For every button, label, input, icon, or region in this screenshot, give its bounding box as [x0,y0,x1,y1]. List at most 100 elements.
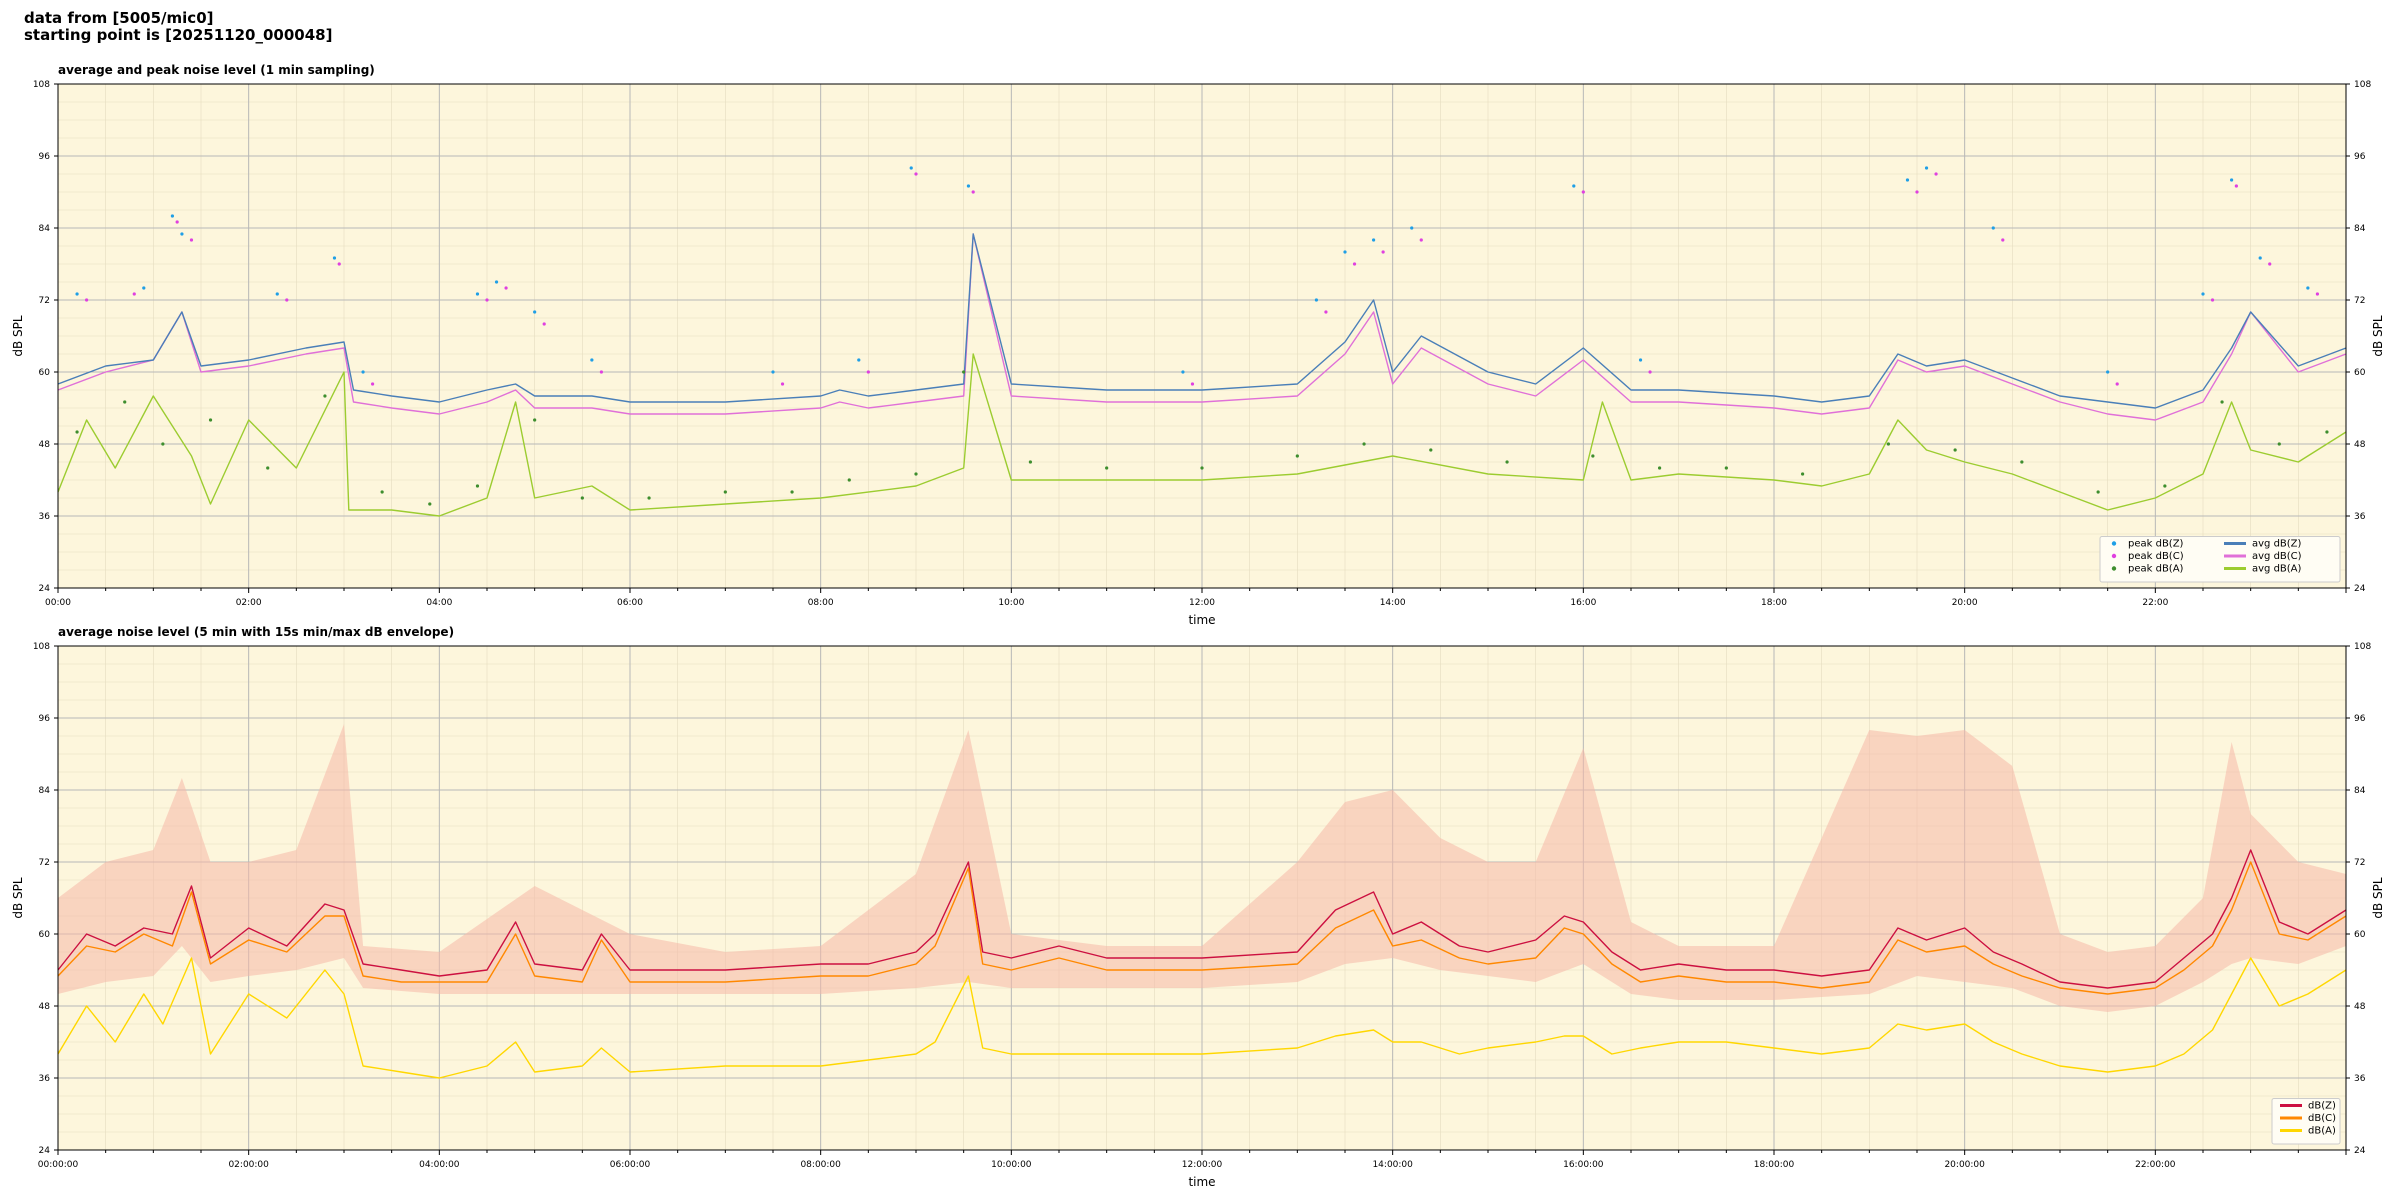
y-tick-label-right: 108 [2354,642,2371,652]
data-point [1924,166,1929,170]
y-tick-label-right: 72 [2354,296,2365,306]
x-tick-label: 18:00 [1761,598,1787,608]
data-point [542,322,546,326]
x-tick-label: 18:00:00 [1754,1160,1795,1170]
legend-label-avg-db-a: avg dB(A) [2252,564,2302,575]
data-point [1314,298,1318,302]
y-tick-label: 36 [39,1074,51,1084]
data-point [2234,184,2238,188]
data-point [780,382,785,386]
legend-marker-peak-db-a [2111,566,2117,571]
data-point [2210,298,2215,302]
x-tick-label: 04:00:00 [419,1160,460,1170]
data-point [1410,226,1414,230]
data-point [2096,490,2100,494]
data-point [533,418,537,422]
y-tick-label: 48 [39,1002,51,1012]
data-point [1648,370,1652,374]
x-tick-label: 14:00 [1380,598,1406,608]
legend-box [2099,536,2341,583]
y-tick-label-right: 24 [2354,584,2366,594]
data-point [266,466,270,470]
y-tick-label-right: 84 [2354,786,2366,796]
data-point [1028,460,1032,464]
data-point [1915,190,1919,194]
data-point [132,292,136,296]
x-tick-label: 08:00 [808,598,834,608]
data-point [914,472,918,476]
legend-label-db-a: dB(A) [2308,1126,2336,1137]
data-point [2163,484,2167,488]
data-point [866,370,870,374]
data-point [323,394,327,398]
data-point [966,184,971,188]
y-tick-label-right: 48 [2354,1002,2366,1012]
data-point [1105,466,1109,470]
x-tick-label: 10:00 [998,598,1024,608]
y-tick-label: 24 [39,584,51,594]
data-point [485,298,489,302]
y-axis-label-right: dB SPL [2371,877,2385,919]
data-point [590,358,594,362]
series-db-c [57,861,2347,995]
data-point [1295,454,1299,458]
y-tick-label-right: 84 [2354,224,2366,234]
legend-box [2271,1098,2341,1145]
data-point [361,370,365,374]
y-tick-label: 36 [39,512,51,522]
series-avg-db-z [57,233,2347,409]
y-tick-label-right: 96 [2354,152,2366,162]
data-point [2201,292,2205,296]
data-point [647,496,651,500]
data-point [170,214,174,218]
legend: peak dB(Z)peak dB(C)peak dB(A)avg dB(Z)a… [2099,536,2341,583]
y-tick-label-right: 72 [2354,858,2365,868]
data-point [2020,460,2024,464]
data-point [189,238,194,242]
data-point [428,502,432,506]
data-point [1352,262,1357,266]
data-point [285,298,289,302]
y-tick-label: 96 [39,714,51,724]
y-tick-label-right: 96 [2354,714,2366,724]
data-point [1934,172,1938,176]
data-point [1801,472,1805,476]
y-axis: 24 24 36 36 48 48 60 60 72 72 84 84 96 96 108 108 [33,642,2372,1156]
data-point [1181,370,1185,374]
data-point [1505,460,1509,464]
data-point [1991,226,1995,230]
y-tick-label: 48 [39,440,51,450]
series-db-a [57,957,2347,1079]
chart-title: average and peak noise level (1 min samp… [58,63,375,77]
data-point [2001,238,2005,242]
data-point [494,280,499,284]
data-point [475,292,480,296]
data-point [337,262,341,266]
y-axis-label-right: dB SPL [2371,315,2385,357]
x-tick-label: 22:00 [2142,598,2168,608]
header-source: data from [5005/mic0] [24,9,214,27]
data-point [142,286,146,290]
data-point [1419,238,1423,242]
y-tick-label: 60 [39,368,51,378]
minmax-envelope [58,724,2346,1012]
data-point [2325,430,2329,434]
x-axis-label: time [1188,1175,1215,1189]
y-tick-label: 108 [33,80,50,90]
data-point [161,442,165,446]
y-tick-label-right: 60 [2354,930,2366,940]
x-tick-label: 16:00:00 [1563,1160,1604,1170]
x-tick-label: 20:00 [1952,598,1978,608]
legend-label-peak-db-z: peak dB(Z) [2128,539,2184,550]
data-point [1372,238,1376,242]
series-db-z [57,849,2347,989]
x-tick-label: 20:00:00 [1944,1160,1985,1170]
y-tick-label: 24 [39,1146,51,1156]
y-tick-label: 72 [39,858,50,868]
legend-label-peak-db-a: peak dB(A) [2128,564,2184,575]
legend-label-db-z: dB(Z) [2308,1101,2336,1112]
data-point [371,382,375,386]
x-tick-label: 02:00 [236,598,262,608]
legend: dB(Z)dB(C) dB(A) [2271,1098,2341,1145]
